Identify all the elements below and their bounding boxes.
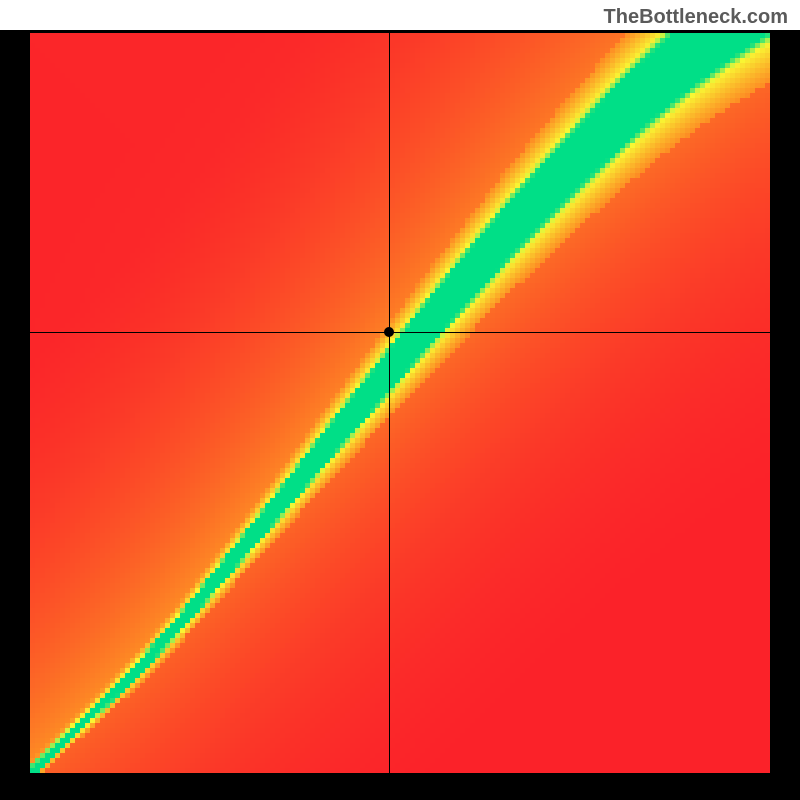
crosshair-vertical xyxy=(389,33,390,773)
watermark-text: TheBottleneck.com xyxy=(604,6,788,29)
plot-area xyxy=(30,33,770,773)
chart-frame xyxy=(0,30,800,800)
marker-dot xyxy=(384,327,394,337)
heatmap-canvas xyxy=(30,33,770,773)
chart-container: TheBottleneck.com xyxy=(0,0,800,800)
crosshair-horizontal xyxy=(30,332,770,333)
